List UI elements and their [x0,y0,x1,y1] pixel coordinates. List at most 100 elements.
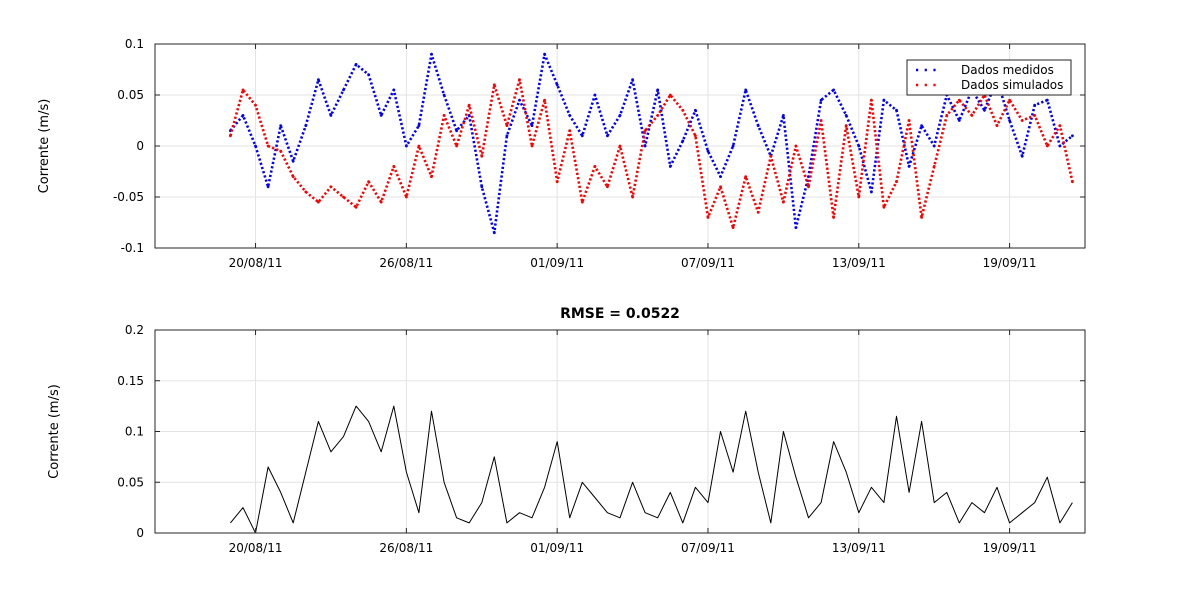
data-point [291,159,295,163]
data-point [1020,154,1024,158]
bottom-panel: 20/08/11 26/08/11 01/09/11 07/09/11 13/09/11… [47,306,1086,555]
data-point [618,144,622,148]
data-point [694,108,697,112]
data-point [593,93,597,97]
data-point [719,185,722,189]
data-point [744,175,748,179]
data-point [317,78,320,82]
data-point [266,144,270,148]
data-point [907,165,911,168]
x-tick-label: 01/09/11 [530,541,584,555]
data-point [706,149,710,153]
data-point [367,180,370,184]
data-point [643,129,647,133]
series-1-dots [229,78,1074,229]
data-point [819,98,823,102]
data-point [492,83,496,87]
data-point [731,144,735,148]
x-tick-label: 26/08/11 [379,256,433,270]
data-point [329,114,333,117]
data-point [832,216,835,219]
data-point [379,200,383,204]
data-point [1058,124,1062,127]
data-point [505,134,509,138]
data-point [593,165,597,168]
y-tick-label: 0.2 [125,323,144,337]
data-point [555,180,559,184]
data-point [455,129,458,133]
data-point [807,185,810,189]
x-tick-label: 07/09/11 [681,541,735,555]
data-point [417,144,421,148]
top-x-ticks: 20/08/11 26/08/11 01/09/11 07/09/11 13/09/11… [229,44,1037,270]
data-point [304,124,308,127]
y-tick-label: 0.05 [117,88,144,102]
data-point [681,139,685,143]
data-point [492,231,496,235]
data-point [254,103,257,107]
data-point [932,144,936,148]
data-point [442,93,446,97]
data-point [694,134,697,138]
x-tick-label: 13/09/11 [832,541,886,555]
data-point [1008,98,1011,102]
data-point [530,144,534,148]
data-point [442,114,446,117]
bottom-grid [155,329,1085,534]
data-point [480,154,484,158]
x-tick-label: 26/08/11 [379,541,433,555]
data-point [857,144,861,148]
data-point [643,144,647,148]
data-point [870,190,873,194]
top-y-axis-label: Corrente (m/s) [37,99,52,194]
data-point [819,119,823,122]
data-point [392,165,396,168]
y-tick-label: 0 [136,139,144,153]
data-point [668,93,672,97]
data-point [769,154,773,158]
data-point [794,144,798,148]
data-point [580,200,584,204]
data-point [882,98,886,102]
legend-label: Dados medidos [961,63,1054,77]
bottom-chart-title: RMSE = 0.0522 [560,306,680,322]
data-point [895,108,898,112]
top-series [229,52,1074,235]
data-point [530,124,534,127]
data-point [568,129,572,133]
data-point [606,185,609,189]
data-point [631,195,634,199]
data-point [844,124,848,127]
rmse-line [230,405,1073,534]
data-point [681,108,685,112]
data-point [957,119,961,122]
data-point [317,200,320,204]
data-point [844,114,848,117]
data-point [392,88,396,92]
x-tick-label: 19/09/11 [983,256,1037,270]
data-point [920,216,923,219]
legend-box [906,59,1072,96]
y-tick-label: -0.1 [121,241,144,255]
data-point [857,195,861,199]
data-point [832,88,835,92]
data-point [1071,134,1074,138]
data-point [932,165,936,168]
data-point [342,195,345,199]
data-point [241,88,245,92]
data-point [266,185,270,189]
data-point [1071,180,1074,184]
data-point [731,226,735,230]
data-point [668,165,672,168]
y-tick-label: -0.05 [113,190,144,204]
data-point [1033,114,1037,117]
y-tick-label: 0 [136,526,144,540]
data-point [329,185,333,189]
data-point [895,180,898,184]
data-point [1045,144,1049,148]
data-point [945,114,949,117]
data-point [631,78,634,82]
data-point [467,103,471,107]
y-tick-label: 0.15 [117,374,144,388]
